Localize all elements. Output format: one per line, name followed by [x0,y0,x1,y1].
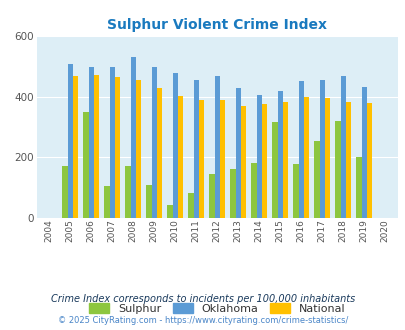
Title: Sulphur Violent Crime Index: Sulphur Violent Crime Index [107,18,326,32]
Bar [130,57,135,218]
Bar [72,76,78,218]
Bar [366,103,371,218]
Bar [109,67,115,218]
Bar [198,100,204,218]
Bar [83,112,88,218]
Bar [251,163,256,218]
Text: Crime Index corresponds to incidents per 100,000 inhabitants: Crime Index corresponds to incidents per… [51,294,354,304]
Bar [115,77,120,218]
Bar [167,205,172,218]
Bar [345,102,350,218]
Bar [356,157,361,218]
Bar [361,87,366,218]
Bar [151,67,156,218]
Text: © 2025 CityRating.com - https://www.cityrating.com/crime-statistics/: © 2025 CityRating.com - https://www.city… [58,316,347,325]
Bar [193,80,198,218]
Bar [235,88,240,218]
Bar [230,169,235,218]
Bar [104,186,109,218]
Bar [277,91,282,218]
Bar [272,121,277,218]
Bar [172,73,177,218]
Bar [177,96,183,218]
Bar [67,63,72,218]
Bar [298,81,303,218]
Bar [335,121,340,218]
Bar [219,100,224,218]
Bar [209,174,214,218]
Bar [340,76,345,218]
Bar [282,102,288,218]
Bar [303,97,308,218]
Bar [256,95,261,218]
Bar [188,193,193,218]
Bar [125,166,130,218]
Bar [146,185,151,218]
Bar [313,141,319,218]
Bar [293,164,298,218]
Bar [240,107,245,218]
Bar [88,67,94,218]
Bar [94,75,99,218]
Bar [261,104,266,218]
Bar [62,166,67,218]
Legend: Sulphur, Oklahoma, National: Sulphur, Oklahoma, National [86,300,347,317]
Bar [135,80,141,218]
Bar [319,80,324,218]
Bar [324,98,329,218]
Bar [156,88,162,218]
Bar [214,76,219,218]
